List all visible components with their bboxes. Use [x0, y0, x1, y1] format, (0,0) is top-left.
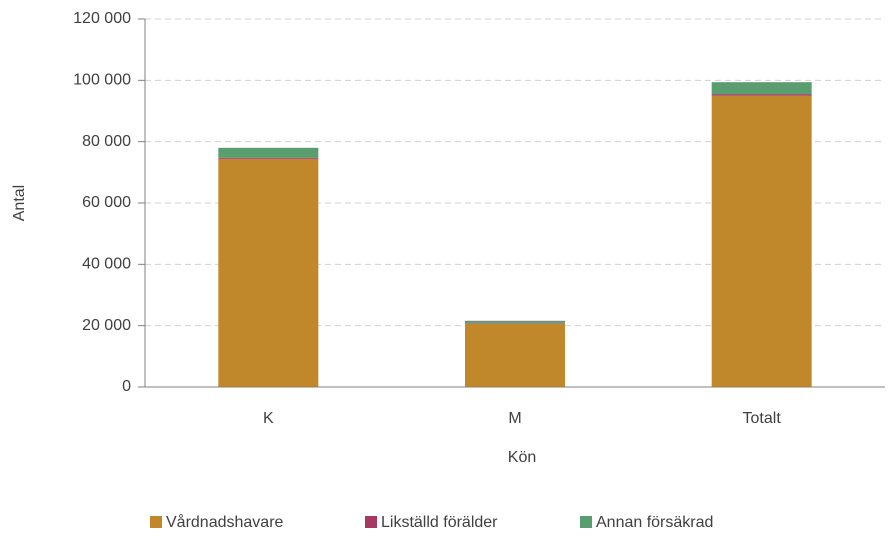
legend-label: Annan försäkrad: [596, 514, 713, 531]
x-tick-label: K: [263, 410, 274, 427]
legend-swatch: [150, 516, 162, 528]
x-tick-label: Totalt: [743, 410, 782, 427]
bar-segment: [711, 95, 812, 388]
x-tick-label: M: [508, 410, 521, 427]
bar-segment: [711, 82, 812, 95]
legend-swatch: [580, 516, 592, 528]
y-tick-label: 20 000: [82, 317, 131, 334]
y-tick-label: 100 000: [73, 72, 131, 89]
y-tick-label: 120 000: [73, 10, 131, 27]
legend-swatch: [365, 516, 377, 528]
y-tick-label: 60 000: [82, 194, 131, 211]
y-tick-label: 40 000: [82, 256, 131, 273]
legend-label: Vårdnadshavare: [166, 513, 284, 531]
x-axis-title: Kön: [508, 449, 536, 466]
y-axis-title: Antal: [11, 185, 28, 221]
y-tick-label: 80 000: [82, 133, 131, 150]
bar-segment: [465, 320, 565, 323]
bar-segment: [218, 147, 319, 158]
y-tick-label: 0: [122, 378, 131, 395]
legend-label: Likställd förälder: [381, 514, 498, 531]
bar-segment: [711, 94, 812, 96]
bar-segment: [465, 322, 565, 387]
bar-segment: [218, 157, 319, 159]
bar-segment: [218, 158, 319, 387]
